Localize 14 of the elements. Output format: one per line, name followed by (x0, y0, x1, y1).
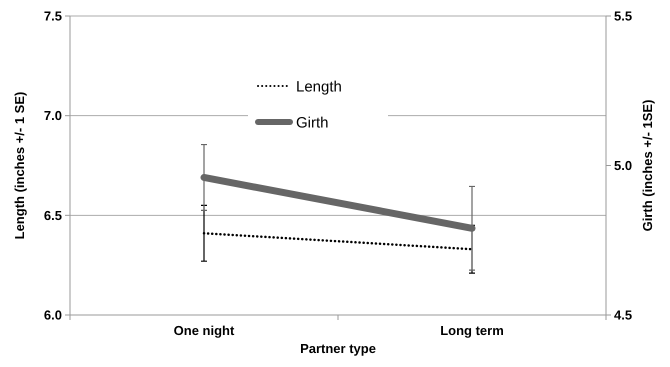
y-tick-label: 7.5 (44, 8, 62, 24)
legend-label: Length (296, 78, 342, 96)
legend-label: Girth (296, 114, 329, 132)
y-tick-label: 7.0 (44, 108, 62, 124)
x-tick-label: One night (174, 323, 235, 338)
x-tick-label: Long term (440, 323, 504, 338)
y2-axis-title: Girth (inches +/- 1SE) (640, 100, 655, 232)
y-tick-label: 6.0 (44, 308, 62, 323)
y2-tick-label: 4.5 (614, 308, 632, 323)
y2-tick-label: 5.5 (614, 8, 632, 24)
y2-tick-label: 5.0 (614, 158, 632, 174)
y-axis-title: Length (inches +/- 1 SE) (12, 92, 27, 240)
y-tick-label: 6.5 (44, 208, 62, 223)
x-axis-title: Partner type (300, 341, 376, 356)
